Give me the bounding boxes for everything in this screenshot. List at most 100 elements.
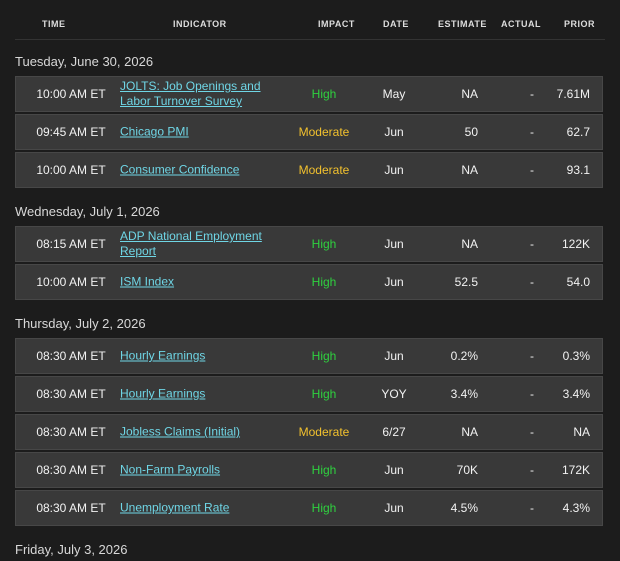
event-actual: - [530,463,534,477]
event-time: 10:00 AM ET [36,163,106,177]
event-impact: High [311,463,337,477]
event-impact: High [311,275,337,289]
event-estimate: 3.4% [450,387,478,401]
event-prior: 3.4% [562,387,590,401]
event-estimate: 0.2% [450,349,478,363]
event-actual: - [530,125,534,139]
indicator-link[interactable]: Hourly Earnings [120,348,206,363]
indicator-link[interactable]: Chicago PMI [120,124,189,139]
event-time: 08:30 AM ET [36,501,106,515]
event-impact: High [311,237,337,251]
event-date: Jun [384,275,404,289]
event-indicator: ISM Index [120,275,292,290]
event-prior: 54.0 [566,275,590,289]
event-date: Jun [384,125,404,139]
indicator-link[interactable]: JOLTS: Job Openings and Labor Turnover S… [120,79,261,108]
event-estimate: NA [461,163,478,177]
event-prior: 93.1 [566,163,590,177]
indicator-link[interactable]: ISM Index [120,274,175,289]
event-date: YOY [381,387,407,401]
event-actual: - [530,349,534,363]
event-impact: Moderate [298,125,350,139]
event-date: Jun [384,463,404,477]
event-date: Jun [384,349,404,363]
event-time: 08:30 AM ET [36,349,106,363]
event-prior: 62.7 [566,125,590,139]
event-actual: - [530,425,534,439]
group-date: Thursday, July 2, 2026 [15,316,146,331]
event-row: 09:45 AM ET Chicago PMI Moderate Jun 50 - 62.7 [15,114,603,150]
col-impact: IMPACT [318,19,355,29]
event-impact: High [311,87,337,101]
event-row: 10:00 AM ET JOLTS: Job Openings and Labor… [15,76,603,112]
group-date: Friday, July 3, 2026 [15,542,128,557]
event-actual: - [530,275,534,289]
event-indicator: Consumer Confidence [120,163,292,178]
event-prior: 0.3% [562,349,590,363]
event-indicator: JOLTS: Job Openings and Labor Turnover S… [120,79,292,109]
event-row: 08:30 AM ET Non-Farm Payrolls High Jun 70K - 1… [15,452,603,488]
event-actual: - [530,237,534,251]
event-date: Jun [384,501,404,515]
event-time: 09:45 AM ET [36,125,106,139]
event-time: 08:30 AM ET [36,425,106,439]
event-time: 08:30 AM ET [36,463,106,477]
indicator-link[interactable]: Hourly Earnings [120,386,206,401]
col-indicator: INDICATOR [173,19,227,29]
event-indicator: Jobless Claims (Initial) [120,425,292,440]
col-time: TIME [42,19,66,29]
event-estimate: NA [461,425,478,439]
event-indicator: Chicago PMI [120,125,292,140]
group-date: Wednesday, July 1, 2026 [15,204,160,219]
event-time: 08:15 AM ET [36,237,106,251]
event-indicator: Non-Farm Payrolls [120,463,292,478]
event-prior: 172K [561,463,590,477]
event-time: 08:30 AM ET [36,387,106,401]
event-estimate: NA [461,87,478,101]
event-prior: 4.3% [562,501,590,515]
event-impact: Moderate [298,163,350,177]
indicator-link[interactable]: Non-Farm Payrolls [120,462,221,477]
event-date: 6/27 [382,425,406,439]
indicator-link[interactable]: Jobless Claims (Initial) [120,424,241,439]
event-row: 08:30 AM ET Jobless Claims (Initial) Moder… [15,414,603,450]
event-groups: Tuesday, June 30, 2026 10:00 AM ET JOLTS: … [0,40,620,561]
col-prior: PRIOR [564,19,596,29]
event-indicator: ADP National Employment Report [120,229,292,259]
event-prior: 7.61M [556,87,590,101]
event-estimate: 50 [464,125,478,139]
col-actual: ACTUAL [501,19,541,29]
event-estimate: 4.5% [450,501,478,515]
event-row: 10:00 AM ET Consumer Confidence Moderate Ju… [15,152,603,188]
group-date: Tuesday, June 30, 2026 [15,54,154,69]
event-time: 10:00 AM ET [36,87,106,101]
event-actual: - [530,501,534,515]
event-row: 08:30 AM ET Unemployment Rate High Jun 4.5% -… [15,490,603,526]
table-header: TIME INDICATOR IMPACT DATE ESTIMATE ACTU… [15,0,605,40]
event-prior: NA [573,425,590,439]
event-time: 10:00 AM ET [36,275,106,289]
indicator-link[interactable]: Consumer Confidence [120,162,240,177]
event-impact: Moderate [298,425,350,439]
event-impact: High [311,387,337,401]
event-date: May [382,87,406,101]
indicator-link[interactable]: ADP National Employment Report [120,229,262,258]
event-estimate: 70K [456,463,478,477]
event-estimate: 52.5 [454,275,478,289]
event-impact: High [311,349,337,363]
event-estimate: NA [461,237,478,251]
event-indicator: Hourly Earnings [120,387,292,402]
event-prior: 122K [561,237,590,251]
col-estimate: ESTIMATE [438,19,487,29]
event-indicator: Unemployment Rate [120,501,292,516]
event-actual: - [530,163,534,177]
event-date: Jun [384,163,404,177]
event-row: 08:30 AM ET Hourly Earnings High YOY 3.4% - 3.… [15,376,603,412]
event-row: 08:15 AM ET ADP National Employment Repor… [15,226,603,262]
indicator-link[interactable]: Unemployment Rate [120,500,230,515]
event-impact: High [311,501,337,515]
col-date: DATE [383,19,409,29]
event-date: Jun [384,237,404,251]
event-actual: - [530,87,534,101]
